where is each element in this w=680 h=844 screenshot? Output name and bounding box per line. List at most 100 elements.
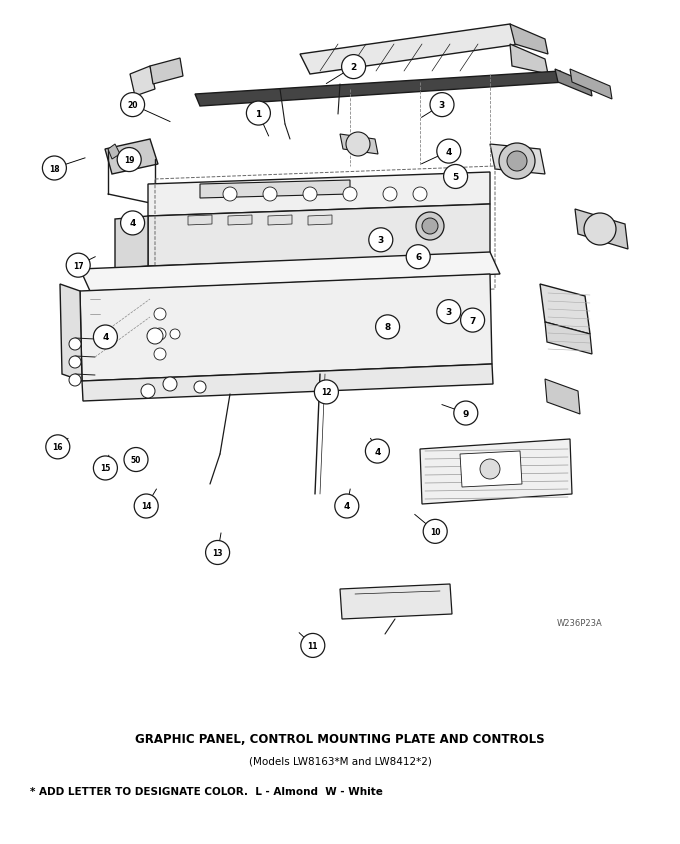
Circle shape: [443, 165, 468, 189]
Text: 17: 17: [73, 262, 84, 270]
Circle shape: [124, 448, 148, 472]
Circle shape: [93, 326, 118, 349]
Circle shape: [69, 338, 81, 350]
Text: 10: 10: [430, 528, 441, 536]
Polygon shape: [570, 70, 612, 100]
Circle shape: [163, 377, 177, 392]
Circle shape: [170, 330, 180, 339]
Text: GRAPHIC PANEL, CONTROL MOUNTING PLATE AND CONTROLS: GRAPHIC PANEL, CONTROL MOUNTING PLATE AN…: [135, 733, 545, 745]
Polygon shape: [108, 145, 120, 160]
Circle shape: [147, 328, 163, 344]
Text: 5: 5: [452, 173, 459, 181]
Circle shape: [194, 381, 206, 393]
Text: 18: 18: [49, 165, 60, 173]
Polygon shape: [105, 140, 158, 175]
Polygon shape: [340, 584, 452, 619]
Polygon shape: [308, 216, 332, 225]
Circle shape: [416, 213, 444, 241]
Circle shape: [423, 520, 447, 544]
Circle shape: [375, 316, 400, 339]
Polygon shape: [130, 67, 155, 97]
Polygon shape: [460, 452, 522, 488]
Circle shape: [314, 381, 339, 404]
Text: 4: 4: [374, 447, 381, 456]
Text: 4: 4: [445, 148, 452, 156]
Circle shape: [42, 157, 67, 181]
Text: 3: 3: [445, 308, 452, 316]
Circle shape: [335, 495, 359, 518]
Circle shape: [346, 133, 370, 157]
Text: 4: 4: [343, 502, 350, 511]
Polygon shape: [555, 70, 592, 97]
Circle shape: [69, 356, 81, 369]
Polygon shape: [82, 365, 493, 402]
Text: 9: 9: [462, 409, 469, 418]
Polygon shape: [148, 173, 490, 217]
Text: 4: 4: [102, 333, 109, 342]
Circle shape: [154, 309, 166, 321]
Polygon shape: [390, 267, 443, 293]
Circle shape: [223, 187, 237, 202]
Text: 20: 20: [127, 101, 138, 110]
Text: W236P23A: W236P23A: [557, 618, 603, 627]
Polygon shape: [340, 135, 378, 154]
Circle shape: [480, 459, 500, 479]
Circle shape: [120, 212, 145, 235]
Circle shape: [365, 440, 390, 463]
Circle shape: [422, 219, 438, 235]
Circle shape: [406, 246, 430, 269]
Text: 2: 2: [350, 63, 357, 72]
Circle shape: [341, 56, 366, 79]
Polygon shape: [195, 72, 565, 107]
Text: 15: 15: [100, 464, 111, 473]
Circle shape: [141, 385, 155, 398]
Text: 19: 19: [124, 156, 135, 165]
Polygon shape: [200, 181, 350, 199]
Circle shape: [120, 94, 145, 117]
Text: 16: 16: [52, 443, 63, 452]
Circle shape: [454, 402, 478, 425]
Circle shape: [301, 634, 325, 657]
Circle shape: [437, 140, 461, 164]
Circle shape: [413, 187, 427, 202]
Polygon shape: [80, 252, 500, 292]
Circle shape: [263, 187, 277, 202]
Circle shape: [93, 457, 118, 480]
Polygon shape: [510, 45, 548, 75]
Text: 3: 3: [439, 101, 445, 110]
Circle shape: [584, 214, 616, 246]
Text: 50: 50: [131, 456, 141, 464]
Polygon shape: [148, 205, 490, 267]
Circle shape: [383, 187, 397, 202]
Polygon shape: [268, 216, 292, 225]
Polygon shape: [420, 440, 572, 505]
Polygon shape: [300, 25, 520, 75]
Circle shape: [369, 229, 393, 252]
Polygon shape: [188, 216, 212, 225]
Polygon shape: [510, 25, 548, 55]
Circle shape: [499, 143, 535, 180]
Circle shape: [246, 102, 271, 126]
Polygon shape: [575, 210, 628, 250]
Circle shape: [154, 349, 166, 360]
Text: * ADD LETTER TO DESIGNATE COLOR.  L - Almond  W - White: * ADD LETTER TO DESIGNATE COLOR. L - Alm…: [30, 786, 383, 796]
Polygon shape: [490, 145, 545, 175]
Polygon shape: [60, 284, 82, 381]
Polygon shape: [115, 217, 148, 270]
Circle shape: [460, 309, 485, 333]
Text: 11: 11: [307, 641, 318, 650]
Circle shape: [437, 300, 461, 324]
Text: 7: 7: [469, 316, 476, 325]
Text: 6: 6: [415, 253, 422, 262]
Circle shape: [134, 495, 158, 518]
Polygon shape: [393, 289, 445, 307]
Circle shape: [205, 541, 230, 565]
Polygon shape: [545, 322, 592, 354]
Polygon shape: [545, 380, 580, 414]
Text: 4: 4: [129, 219, 136, 228]
Polygon shape: [80, 274, 492, 381]
Circle shape: [303, 187, 317, 202]
Text: 1: 1: [255, 110, 262, 118]
Text: (Models LW8163*M and LW8412*2): (Models LW8163*M and LW8412*2): [249, 756, 431, 766]
Circle shape: [117, 149, 141, 172]
